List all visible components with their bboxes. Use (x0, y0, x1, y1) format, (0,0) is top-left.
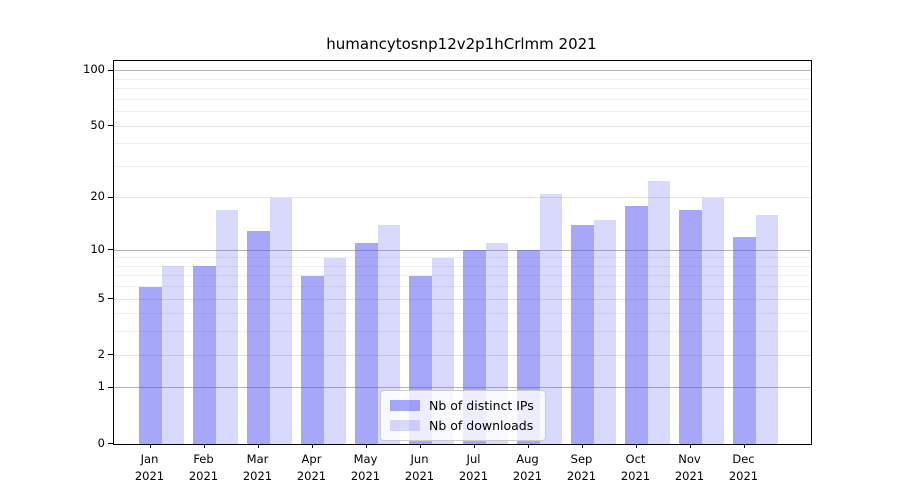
gridline-50 (114, 125, 811, 127)
gridline-6 (114, 286, 811, 288)
gridline-10 (114, 249, 811, 251)
x-tick-label-mar: Mar 2021 (242, 452, 273, 483)
x-axis-labels: Jan 2021 Feb 2021 Mar 2021 Apr 2021 May 2021 Jun 20… (113, 444, 810, 494)
bar-ips-feb (193, 266, 216, 444)
x-tick-mark-aug (527, 444, 529, 448)
bar-ips-jan (139, 286, 162, 444)
gridline-2 (114, 354, 811, 356)
gridline-7 (114, 275, 811, 277)
legend-label-downloads: Nb of downloads (429, 418, 534, 433)
x-tick-mark-feb (203, 444, 205, 448)
x-tick-label-sep: Sep 2021 (566, 452, 597, 483)
x-tick-mark-may (365, 444, 367, 448)
x-tick-mark-jan (149, 444, 151, 448)
gridline-40 (114, 143, 811, 145)
x-tick-label-jun: Jun 2021 (404, 452, 435, 483)
y-tick-mark-100 (108, 69, 113, 71)
y-tick-label-0: 0 (97, 435, 105, 450)
x-tick-mark-nov (689, 444, 691, 448)
y-tick-mark-20 (108, 196, 113, 198)
gridline-9 (114, 257, 811, 259)
x-tick-label-nov: Nov 2021 (674, 452, 705, 483)
bar-downloads-aug (539, 194, 563, 444)
x-tick-mark-dec (743, 444, 745, 448)
x-tick-label-jan: Jan 2021 (134, 452, 165, 483)
legend: Nb of distinct IPs Nb of downloads (380, 390, 546, 441)
y-tick-label-50: 50 (90, 117, 105, 132)
gridline-100 (114, 70, 811, 72)
x-tick-mark-apr (311, 444, 313, 448)
y-tick-label-5: 5 (97, 290, 105, 305)
gridline-60 (114, 111, 811, 113)
x-tick-label-may: May 2021 (350, 452, 381, 483)
bar-downloads-oct (647, 180, 671, 444)
gridline-3 (114, 331, 811, 333)
bar-downloads-jan (161, 266, 185, 444)
gridline-20 (114, 197, 811, 199)
y-tick-mark-2 (108, 354, 113, 356)
bar-downloads-sep (593, 219, 617, 444)
bar-ips-dec (733, 236, 756, 444)
y-tick-mark-5 (108, 298, 113, 300)
plot-area (113, 60, 812, 445)
gridline-1 (114, 387, 811, 389)
x-tick-mark-mar (257, 444, 259, 448)
y-tick-label-20: 20 (90, 189, 105, 204)
chart-title: humancytosnp12v2p1hCrlmm 2021 (326, 35, 597, 53)
x-tick-mark-sep (581, 444, 583, 448)
bar-ips-nov (679, 210, 702, 444)
x-tick-label-aug: Aug 2021 (512, 452, 543, 483)
gridline-4 (114, 313, 811, 315)
y-tick-mark-10 (108, 249, 113, 251)
x-tick-mark-jul (473, 444, 475, 448)
y-tick-label-10: 10 (90, 241, 105, 256)
gridline-80 (114, 88, 811, 90)
bar-ips-may (355, 243, 378, 444)
y-tick-mark-0 (108, 443, 113, 444)
bar-downloads-may (377, 225, 401, 444)
gridline-5 (114, 298, 811, 300)
gridline-8 (114, 265, 811, 267)
y-tick-label-2: 2 (97, 346, 105, 361)
y-tick-label-1: 1 (97, 379, 105, 394)
bar-downloads-feb (215, 210, 239, 444)
x-tick-label-feb: Feb 2021 (188, 452, 219, 483)
bar-downloads-dec (755, 214, 779, 444)
gridline-90 (114, 78, 811, 80)
legend-label-distinct-ips: Nb of distinct IPs (429, 398, 534, 413)
bar-ips-mar (247, 230, 270, 444)
y-tick-mark-50 (108, 125, 113, 127)
x-tick-label-oct: Oct 2021 (620, 452, 651, 483)
x-tick-label-dec: Dec 2021 (728, 452, 759, 483)
gridline-70 (114, 98, 811, 100)
x-tick-label-apr: Apr 2021 (296, 452, 327, 483)
x-tick-label-jul: Jul 2021 (458, 452, 489, 483)
legend-swatch-downloads (390, 420, 420, 431)
y-tick-mark-1 (108, 386, 113, 388)
bar-downloads-apr (323, 257, 347, 444)
bar-ips-oct (625, 205, 648, 444)
gridline-30 (114, 165, 811, 167)
legend-item-downloads: Nb of downloads (390, 418, 534, 433)
y-axis-labels: 0 1 2 5 10 20 50 100 (0, 60, 105, 449)
bar-downloads-nov (701, 197, 725, 444)
y-tick-label-100: 100 (83, 62, 105, 77)
x-tick-mark-oct (635, 444, 637, 448)
bar-downloads-mar (269, 197, 293, 444)
x-tick-mark-jun (419, 444, 421, 448)
bar-ips-sep (571, 225, 594, 444)
legend-item-distinct-ips: Nb of distinct IPs (390, 398, 534, 413)
legend-swatch-distinct-ips (390, 400, 420, 411)
bar-ips-apr (301, 275, 324, 444)
